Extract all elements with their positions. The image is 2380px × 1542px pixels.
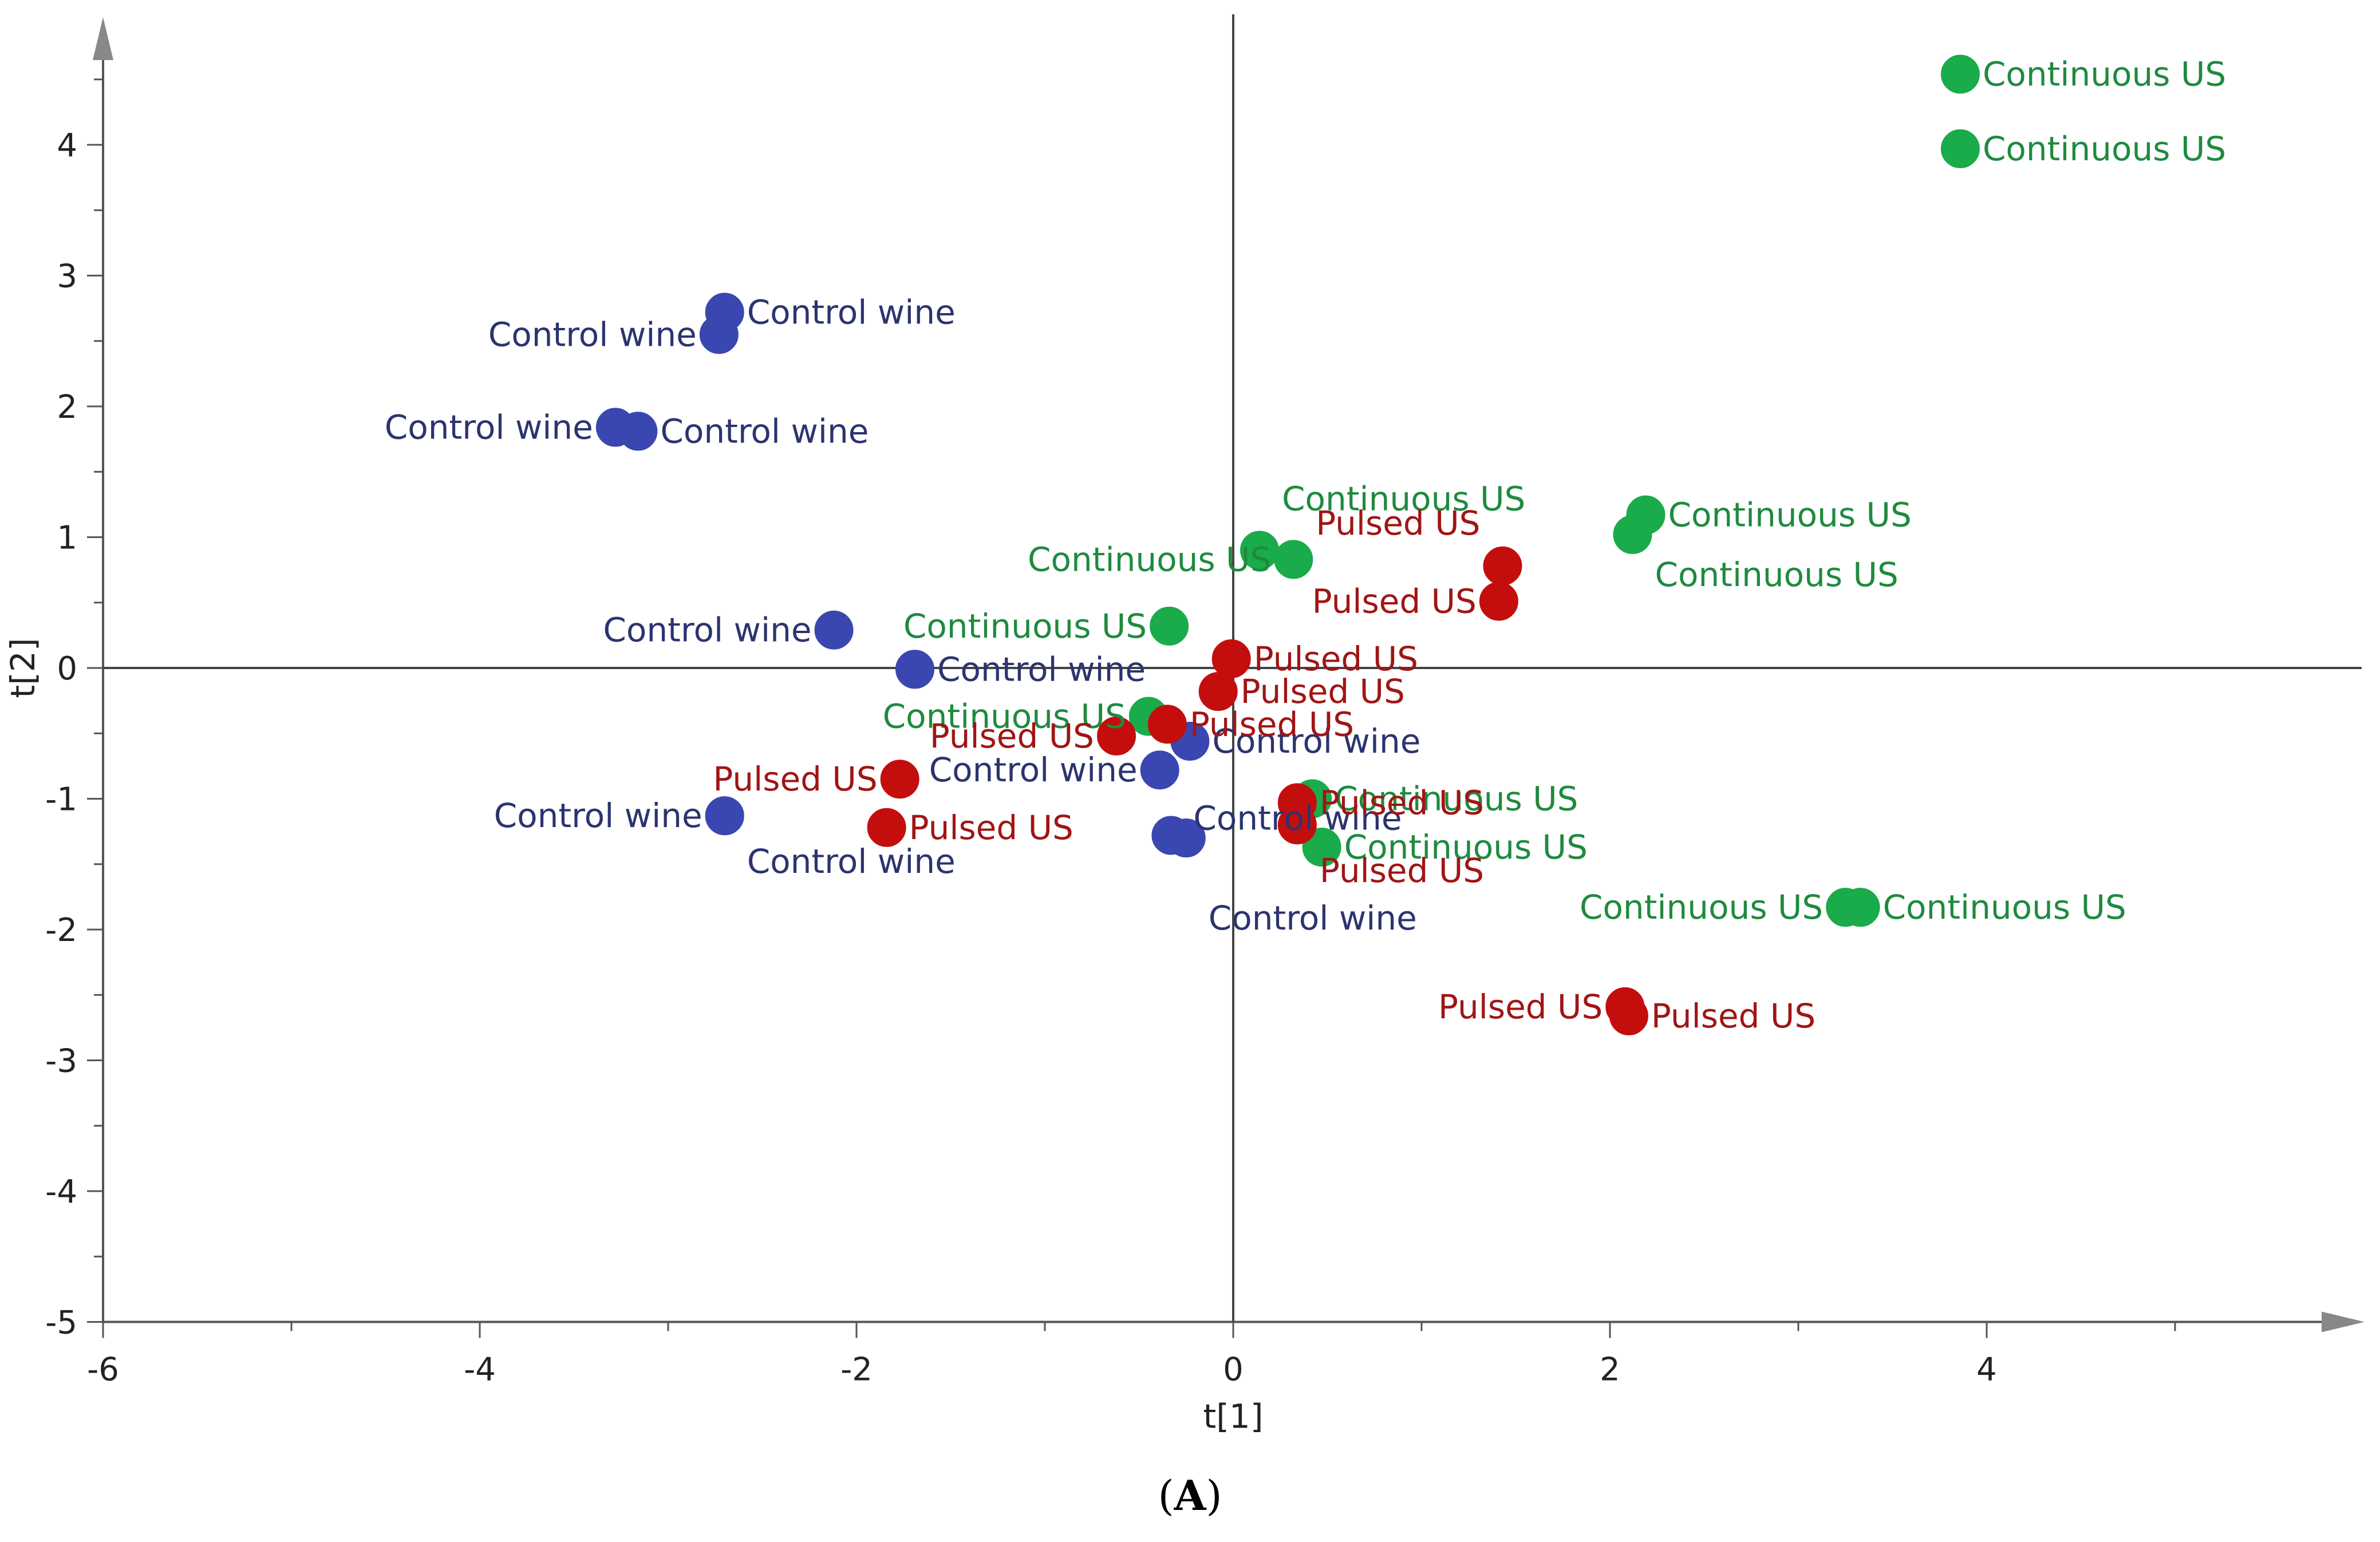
data-point-label: Pulsed US [1320, 783, 1484, 822]
y-axis-arrow [93, 17, 113, 60]
data-point-label: Pulsed US [713, 760, 877, 798]
caption-letter: A [1174, 1471, 1206, 1520]
data-point-label: Continuous US [1335, 780, 1578, 819]
data-point [1097, 716, 1136, 756]
data-point [1150, 606, 1189, 646]
y-tick-label: 1 [57, 520, 77, 557]
data-point [1274, 540, 1313, 579]
data-point-label: Pulsed US [1651, 997, 1815, 1035]
data-point-label: Control wine [1193, 798, 1402, 837]
y-tick-label: 2 [57, 389, 77, 426]
y-tick-label: -1 [45, 781, 77, 819]
data-point [880, 760, 919, 799]
data-point [1609, 996, 1648, 1035]
x-tick-label: -2 [840, 1351, 873, 1389]
data-point-label: Control wine [660, 412, 869, 450]
data-points [595, 54, 1980, 1035]
data-point-label: Control wine [488, 315, 697, 354]
x-tick-label: -4 [464, 1351, 496, 1389]
x-tick-label: 0 [1223, 1351, 1244, 1389]
data-point-label: Control wine [385, 408, 593, 447]
y-tick-label: -4 [45, 1173, 77, 1211]
data-point [1277, 805, 1317, 845]
data-point [1166, 819, 1206, 858]
data-point-label: Pulsed US [1190, 705, 1354, 744]
data-point-label: Continuous US [1668, 496, 1912, 535]
data-point [814, 610, 854, 650]
data-point [1483, 546, 1522, 586]
y-tick-label: -5 [45, 1304, 77, 1342]
data-point-label: Control wine [1209, 899, 1417, 938]
data-point-label: Pulsed US [909, 808, 1073, 847]
y-tick-label: -2 [45, 912, 77, 949]
data-point-label: Continuous US [1883, 888, 2126, 927]
data-point-label: Pulsed US [930, 717, 1094, 756]
x-tick-label: -6 [87, 1351, 119, 1389]
data-point [1613, 515, 1652, 554]
data-point-label: Pulsed US [1254, 639, 1418, 678]
caption-close: ) [1206, 1472, 1222, 1520]
data-point-label: Continuous US [1580, 888, 1823, 927]
data-point-label: Continuous US [1028, 540, 1271, 579]
data-point-label: Control wine [929, 750, 1138, 789]
data-point [699, 315, 739, 354]
data-point-label: Control wine [494, 796, 702, 835]
data-point [705, 796, 744, 836]
y-tick-label: 4 [57, 127, 77, 164]
x-axis-arrow [2322, 1311, 2365, 1333]
data-point-label: Continuous US [1983, 55, 2226, 94]
data-point [1479, 582, 1518, 621]
data-point-label: Continuous US [1282, 479, 1525, 518]
caption-open: ( [1158, 1472, 1174, 1520]
data-point [1147, 705, 1187, 744]
x-tick-label: 4 [1976, 1351, 1997, 1389]
data-point [1140, 750, 1179, 790]
figure-caption: (A) [0, 1471, 2380, 1520]
y-axis-title: t[2] [3, 638, 42, 698]
data-point [895, 650, 934, 689]
x-tick-label: 2 [1600, 1351, 1620, 1389]
data-point-label: Control wine [603, 611, 811, 650]
y-tick-label: 0 [57, 650, 77, 687]
data-point-label: Control wine [747, 292, 956, 331]
data-point-label: Continuous US [1655, 555, 1898, 594]
data-point-label: Continuous US [903, 607, 1147, 646]
data-point-label: Continuous US [1344, 828, 1588, 867]
y-tick-label: -3 [45, 1043, 77, 1080]
data-point-label: Pulsed US [1241, 672, 1405, 711]
y-tick-label: 3 [57, 258, 77, 295]
data-point-label: Continuous US [883, 697, 1126, 736]
data-point-label: Control wine [937, 650, 1146, 689]
data-point-label: Pulsed US [1312, 582, 1477, 620]
data-point-label: Continuous US [1983, 129, 2226, 168]
data-point [867, 808, 906, 847]
data-point [1302, 828, 1341, 867]
data-point-label: Pulsed US [1320, 851, 1484, 890]
data-point-label: Pulsed US [1316, 504, 1480, 543]
data-point-label: Pulsed US [1438, 987, 1603, 1026]
data-point [1940, 54, 1980, 94]
data-point-label: Control wine [1212, 722, 1420, 761]
data-point [618, 412, 658, 451]
data-point [1198, 672, 1238, 711]
data-point [1940, 129, 1980, 168]
data-point-label: Control wine [747, 842, 956, 881]
x-axis-title: t[1] [1203, 1397, 1264, 1436]
data-point [1841, 888, 1880, 927]
